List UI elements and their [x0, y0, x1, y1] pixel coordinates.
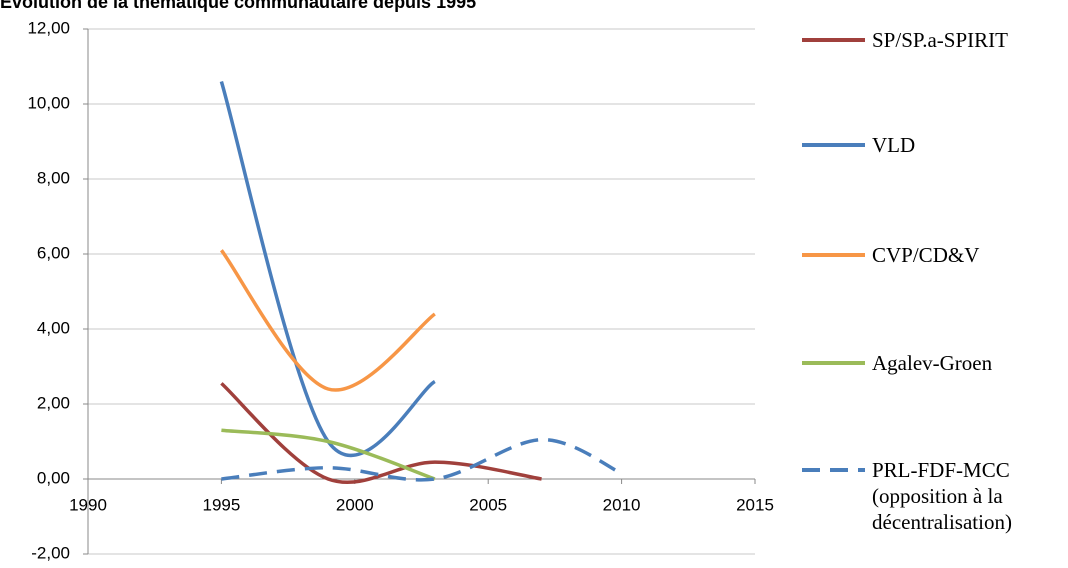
x-tick-label: 2000 — [336, 495, 374, 514]
y-tick-label: 2,00 — [37, 393, 70, 412]
y-tick-label: 12,00 — [27, 18, 70, 37]
y-tick-label: 0,00 — [37, 468, 70, 487]
y-tick-label: -2,00 — [31, 543, 70, 562]
x-tick-label: 2015 — [736, 495, 774, 514]
y-tick-label: 4,00 — [37, 318, 70, 337]
chart-title: Evolution de la thématique communautaire… — [0, 0, 476, 12]
y-tick-label: 10,00 — [27, 93, 70, 112]
x-tick-label: 2005 — [469, 495, 507, 514]
y-tick-label: 8,00 — [37, 168, 70, 187]
series-line — [221, 428, 436, 481]
series-line — [220, 382, 542, 485]
x-tick-label: 1995 — [202, 495, 240, 514]
series-line — [219, 81, 436, 458]
y-tick-label: 6,00 — [37, 243, 70, 262]
series-line — [220, 249, 436, 392]
series-line — [221, 437, 623, 482]
x-tick-label: 2010 — [603, 495, 641, 514]
x-tick-label: 1990 — [69, 495, 107, 514]
